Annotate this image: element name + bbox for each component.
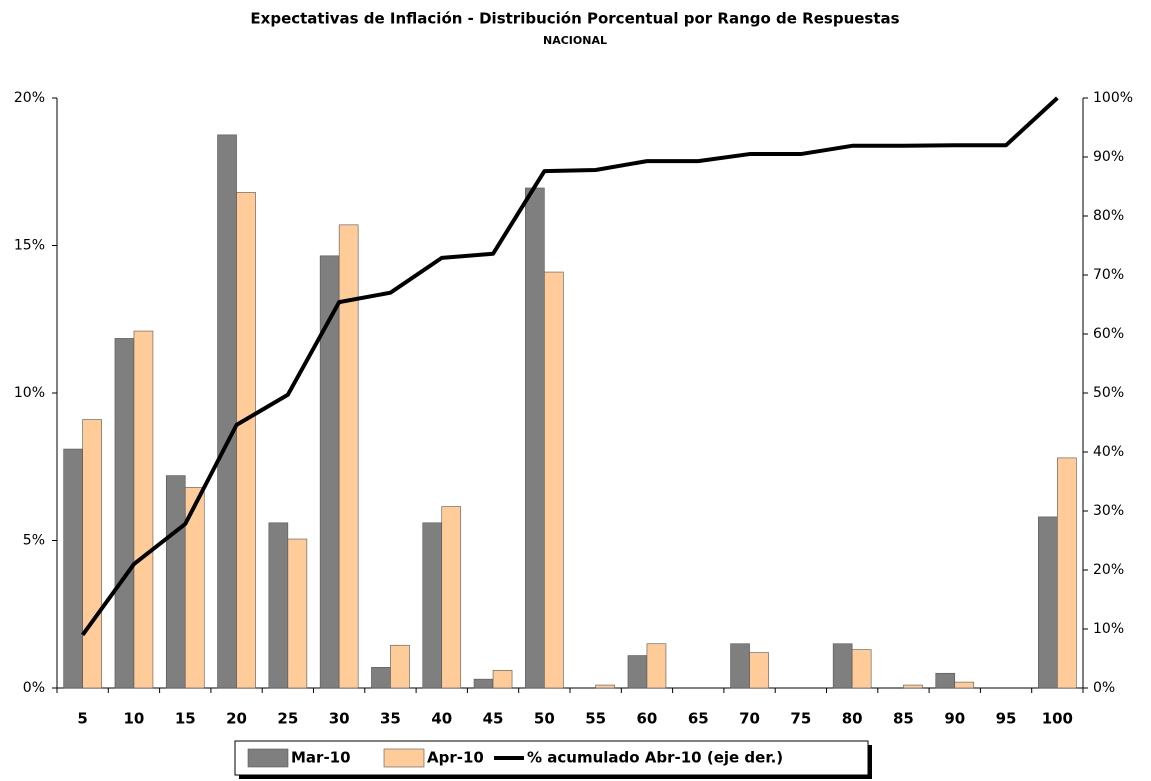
x-tick-label: 20	[226, 710, 247, 728]
y-tick-label: 5%	[23, 533, 45, 549]
bar	[473, 678, 494, 689]
y2-tick-label: 30%	[1093, 503, 1124, 519]
y2-tick-label: 90%	[1093, 149, 1124, 165]
bar	[422, 522, 443, 689]
bar	[749, 652, 769, 689]
x-tick-label: 45	[483, 710, 504, 728]
bar	[236, 192, 256, 689]
bar	[954, 681, 975, 689]
x-tick-label: 10	[124, 710, 145, 728]
y2-tick-label: 60%	[1093, 326, 1124, 342]
bar	[390, 644, 410, 689]
bar	[268, 522, 289, 689]
bar	[1057, 457, 1077, 689]
x-tick-label: 35	[380, 710, 401, 728]
bar	[492, 669, 513, 689]
x-tick-label: 5	[77, 710, 87, 728]
bar	[82, 419, 102, 689]
legend-label: % acumulado Abr-10 (eje der.)	[527, 749, 783, 767]
x-tick-label: 15	[175, 710, 196, 728]
chart-subtitle: NACIONAL	[543, 34, 607, 47]
x-tick-label: 85	[893, 710, 914, 728]
bar	[371, 667, 391, 689]
bar	[595, 684, 615, 689]
bar	[730, 643, 750, 689]
bar	[525, 187, 545, 689]
bar	[165, 475, 186, 689]
y2-tick-label: 80%	[1093, 208, 1124, 224]
chart-title: Expectativas de Inflación - Distribución…	[250, 10, 899, 28]
bar	[851, 649, 872, 689]
x-tick-label: 40	[431, 710, 452, 728]
y-tick-label: 20%	[14, 90, 45, 106]
line-series	[81, 96, 1059, 637]
bar	[287, 538, 308, 689]
y-tick-label: 15%	[14, 238, 45, 254]
y2-tick-label: 40%	[1093, 444, 1124, 460]
x-tick-label: 50	[534, 710, 555, 728]
x-tick-label: 25	[277, 710, 298, 728]
legend-swatch	[383, 748, 425, 768]
y2-tick-label: 20%	[1093, 562, 1124, 578]
y-tick-label: 10%	[14, 385, 45, 401]
x-tick-label: 60	[637, 710, 658, 728]
y2-tick-label: 100%	[1093, 90, 1133, 106]
x-tick-label: 90	[944, 710, 965, 728]
bar	[441, 506, 462, 689]
x-tick-label: 30	[329, 710, 350, 728]
x-tick-label: 95	[996, 710, 1017, 728]
y-tick-label: 0%	[23, 680, 45, 696]
bar	[627, 655, 648, 689]
x-tick-label: 70	[739, 710, 760, 728]
legend-swatch	[247, 748, 289, 768]
x-tick-label: 100	[1042, 710, 1073, 728]
y2-tick-label: 50%	[1093, 385, 1124, 401]
legend-label: Mar-10	[291, 749, 351, 767]
x-tick-label: 65	[688, 710, 709, 728]
x-tick-label: 80	[842, 710, 863, 728]
bar	[114, 338, 135, 689]
x-tick-label: 75	[790, 710, 811, 728]
bar	[338, 224, 359, 689]
bar	[184, 487, 205, 689]
bar	[217, 134, 237, 689]
bar	[544, 271, 564, 689]
bar	[903, 684, 923, 689]
bar	[63, 448, 83, 689]
y2-tick-label: 70%	[1093, 267, 1124, 283]
legend-label: Apr-10	[427, 749, 484, 767]
y2-tick-label: 0%	[1093, 680, 1115, 696]
bar	[646, 643, 667, 689]
legend-box	[234, 740, 869, 776]
bar	[1038, 516, 1058, 689]
bar	[832, 643, 853, 689]
bar	[133, 330, 154, 689]
y2-tick-label: 10%	[1093, 621, 1124, 637]
x-tick-label: 55	[585, 710, 606, 728]
bar	[935, 672, 956, 689]
